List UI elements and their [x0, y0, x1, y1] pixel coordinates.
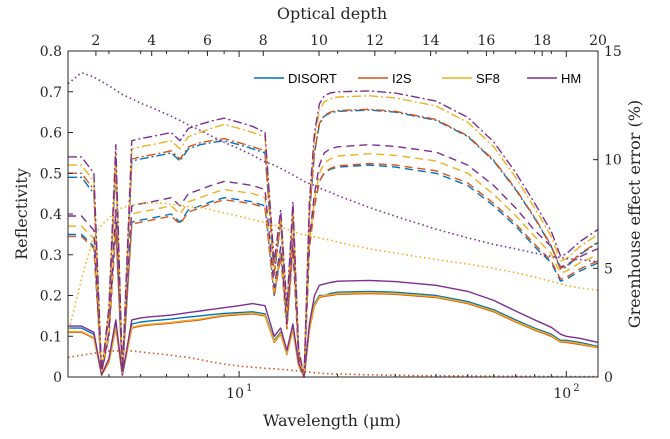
y-right-tick-label: 15	[604, 44, 622, 60]
y-right-tick-label: 0	[604, 370, 613, 386]
y-tick-label: 0.5	[40, 166, 62, 182]
x-axis-title: Wavelength (μm)	[263, 411, 401, 430]
x-top-tick-label: 12	[366, 33, 384, 49]
legend: DISORT I2S SF8 HM	[254, 71, 581, 86]
x-top-tick-label: 18	[533, 33, 551, 49]
x-tick-label: 10	[553, 386, 571, 402]
series-sf8-dashed	[68, 152, 599, 378]
series-i2s-solid	[68, 292, 599, 378]
y-tick-label: 0	[53, 370, 62, 386]
x-top-tick-label: 6	[203, 33, 212, 49]
x-top-tick-label: 2	[91, 33, 100, 49]
y-tick-label: 0.3	[40, 248, 62, 264]
y-tick-label: 0.8	[40, 44, 62, 60]
x-tick-label: 10	[226, 386, 244, 402]
series-hm-solid	[68, 279, 599, 378]
legend-label-disort: DISORT	[288, 71, 337, 86]
series-disort-solid	[68, 290, 599, 378]
y-right-tick-label: 5	[604, 261, 613, 277]
y-tick-label: 0.2	[40, 289, 62, 305]
x-tick-exponent: 1	[246, 383, 252, 394]
x-top-tick-label: 20	[589, 33, 607, 49]
series-i2s-dashed	[68, 162, 599, 378]
x-top-tick-label: 14	[422, 33, 440, 49]
y-tick-label: 0.7	[40, 85, 62, 101]
series-hm-dashdot	[68, 90, 599, 378]
y-tick-label: 0.6	[40, 126, 62, 142]
series-i2s-dashdot	[68, 108, 599, 378]
x-axis-top-title: Optical depth	[277, 4, 387, 23]
legend-label-hm: HM	[561, 71, 581, 86]
legend-label-i2s: I2S	[392, 71, 412, 86]
y-tick-label: 0.4	[40, 207, 62, 223]
series-hm-dashed	[68, 143, 599, 378]
x-top-tick-label: 8	[259, 33, 268, 49]
plot-frame	[67, 50, 599, 378]
x-top-tick-label: 4	[147, 33, 156, 49]
x-tick-exponent: 2	[573, 383, 579, 394]
y-axis-right-title: Greenhouse effect error (%)	[625, 100, 644, 328]
y-right-tick-label: 10	[604, 153, 622, 169]
series-sf8-solid	[68, 291, 599, 378]
series-disort-dashdot	[68, 109, 599, 378]
y-tick-label: 0.1	[40, 329, 62, 345]
series-i2s-dotted	[67, 350, 598, 378]
x-top-tick-label: 16	[478, 33, 496, 49]
y-axis-title: Reflectivity	[12, 168, 31, 260]
series-disort-dashed	[68, 164, 599, 378]
series-sf8-dashdot	[68, 95, 599, 378]
series-sf8-dotted	[67, 202, 599, 334]
legend-label-sf8: SF8	[476, 71, 500, 86]
plot-lines	[67, 71, 599, 378]
x-top-tick-label: 10	[310, 33, 328, 49]
